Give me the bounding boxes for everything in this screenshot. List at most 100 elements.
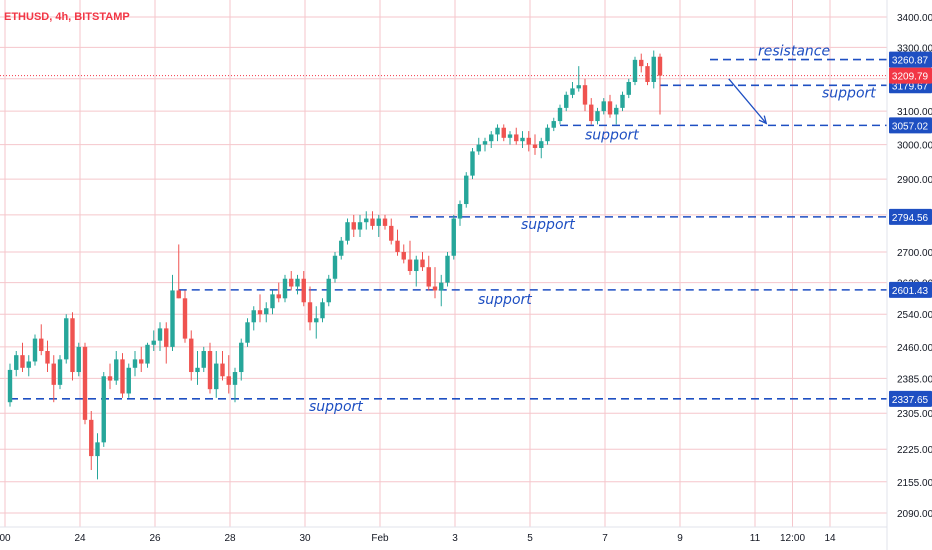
candle-body — [326, 278, 331, 303]
current-price-label: 3209.79 — [892, 72, 929, 83]
arrow-head — [758, 115, 768, 125]
level-price-label: 2337.65 — [892, 395, 929, 406]
level-price-label-bg — [889, 281, 932, 298]
candle-body — [526, 137, 531, 145]
candle-body — [232, 372, 238, 385]
candle-body — [239, 342, 244, 373]
candle-body — [576, 85, 581, 89]
candle-body — [95, 442, 100, 457]
candle-body — [489, 134, 494, 142]
candle-body — [82, 346, 88, 420]
level-price-label: 2601.43 — [892, 286, 929, 297]
candle-body — [245, 322, 250, 343]
candle-body — [270, 294, 275, 309]
candle-body — [39, 338, 44, 352]
candle-body — [276, 294, 281, 299]
x-tick-label: 5 — [527, 533, 533, 544]
candle-body — [520, 137, 525, 142]
candle-body — [476, 144, 481, 152]
candle-body — [657, 56, 663, 76]
candle-body — [126, 367, 131, 394]
y-tick-label: 2700.00 — [897, 248, 932, 259]
candle-body — [395, 240, 400, 252]
x-tick-label: 7 — [602, 533, 608, 544]
candle-body — [632, 59, 638, 82]
candle-body — [14, 355, 19, 370]
candle-body — [226, 376, 231, 385]
level-annotation: resistance — [758, 44, 830, 60]
candle-body — [151, 340, 156, 345]
x-tick-label: 28 — [224, 533, 236, 544]
candle-body — [32, 338, 38, 362]
y-tick-label: 2305.00 — [897, 409, 932, 420]
candle-body — [20, 355, 25, 368]
candle-body — [645, 66, 650, 82]
level-price-label-bg — [889, 208, 932, 225]
y-tick-label: 3300.00 — [897, 43, 932, 54]
candle-body — [264, 308, 269, 315]
candle-body — [214, 363, 219, 390]
x-tick-label: 11 — [750, 533, 761, 544]
y-tick-label: 2225.00 — [897, 445, 932, 456]
level-annotation: support — [585, 127, 639, 143]
y-tick-label: 2540.00 — [897, 310, 932, 321]
candle-body — [445, 255, 450, 283]
candle-body — [457, 204, 463, 219]
candle-body — [26, 361, 31, 368]
x-axis[interactable]: 00 24 26 28 30 Feb 3 5 7 9 11 12:00 14 — [0, 533, 836, 544]
candle-body — [426, 267, 431, 287]
candle-body — [595, 111, 600, 122]
candle-body — [407, 259, 413, 272]
candle-body — [639, 59, 644, 67]
level-price-label: 3057.02 — [892, 121, 929, 132]
candle-body — [51, 363, 56, 385]
x-tick-label: 30 — [299, 533, 311, 544]
candle-body — [607, 101, 613, 115]
candle-body — [114, 359, 119, 381]
y-tick-label: 2155.00 — [897, 478, 932, 489]
candle-body — [207, 351, 213, 390]
candle-body — [414, 259, 419, 272]
candle-body — [57, 359, 63, 385]
level-annotation: support — [478, 292, 532, 308]
candle-body — [570, 88, 575, 95]
candle-body — [582, 85, 588, 105]
candle-body — [182, 298, 188, 339]
candle-body — [482, 141, 488, 145]
level-price-label: 3260.87 — [892, 56, 929, 67]
candle-body — [107, 376, 113, 381]
y-tick-label: 3400.00 — [897, 13, 932, 24]
candle-body — [201, 351, 206, 368]
candle-body — [164, 328, 169, 347]
candle-body — [295, 278, 300, 287]
y-tick-label: 3000.00 — [897, 141, 932, 152]
candle-body — [507, 134, 513, 138]
x-tick-label: 9 — [677, 533, 683, 544]
current-price-label-bg — [889, 67, 932, 84]
candle-body — [220, 363, 225, 377]
candle-body — [332, 255, 338, 279]
candle-body — [401, 251, 406, 260]
candle-body — [370, 218, 375, 226]
y-tick-label: 2900.00 — [897, 175, 932, 186]
support-resistance-lines — [0, 58, 887, 400]
candle-body — [345, 222, 350, 241]
y-tick-label: 2090.00 — [897, 509, 932, 520]
candle-body — [451, 218, 456, 256]
y-tick-label: 3100.00 — [897, 107, 932, 118]
y-tick-label: 2460.00 — [897, 343, 932, 354]
candle-body — [439, 282, 444, 291]
x-tick-label: 00 — [0, 533, 11, 544]
candle-body — [289, 278, 294, 287]
chart-title: ETHUSD, 4h, BITSTAMP — [4, 11, 130, 23]
y-axis[interactable]: 3400.003300.003200.003100.003000.002900.… — [889, 13, 932, 520]
candle-body — [432, 286, 438, 291]
candle-body — [364, 218, 369, 223]
candle-body — [132, 359, 138, 368]
candle-body — [470, 151, 475, 176]
arrow-line — [728, 78, 767, 124]
level-price-label: 3179.67 — [892, 81, 929, 92]
level-annotation: support — [521, 217, 575, 233]
candle-body — [45, 351, 50, 364]
